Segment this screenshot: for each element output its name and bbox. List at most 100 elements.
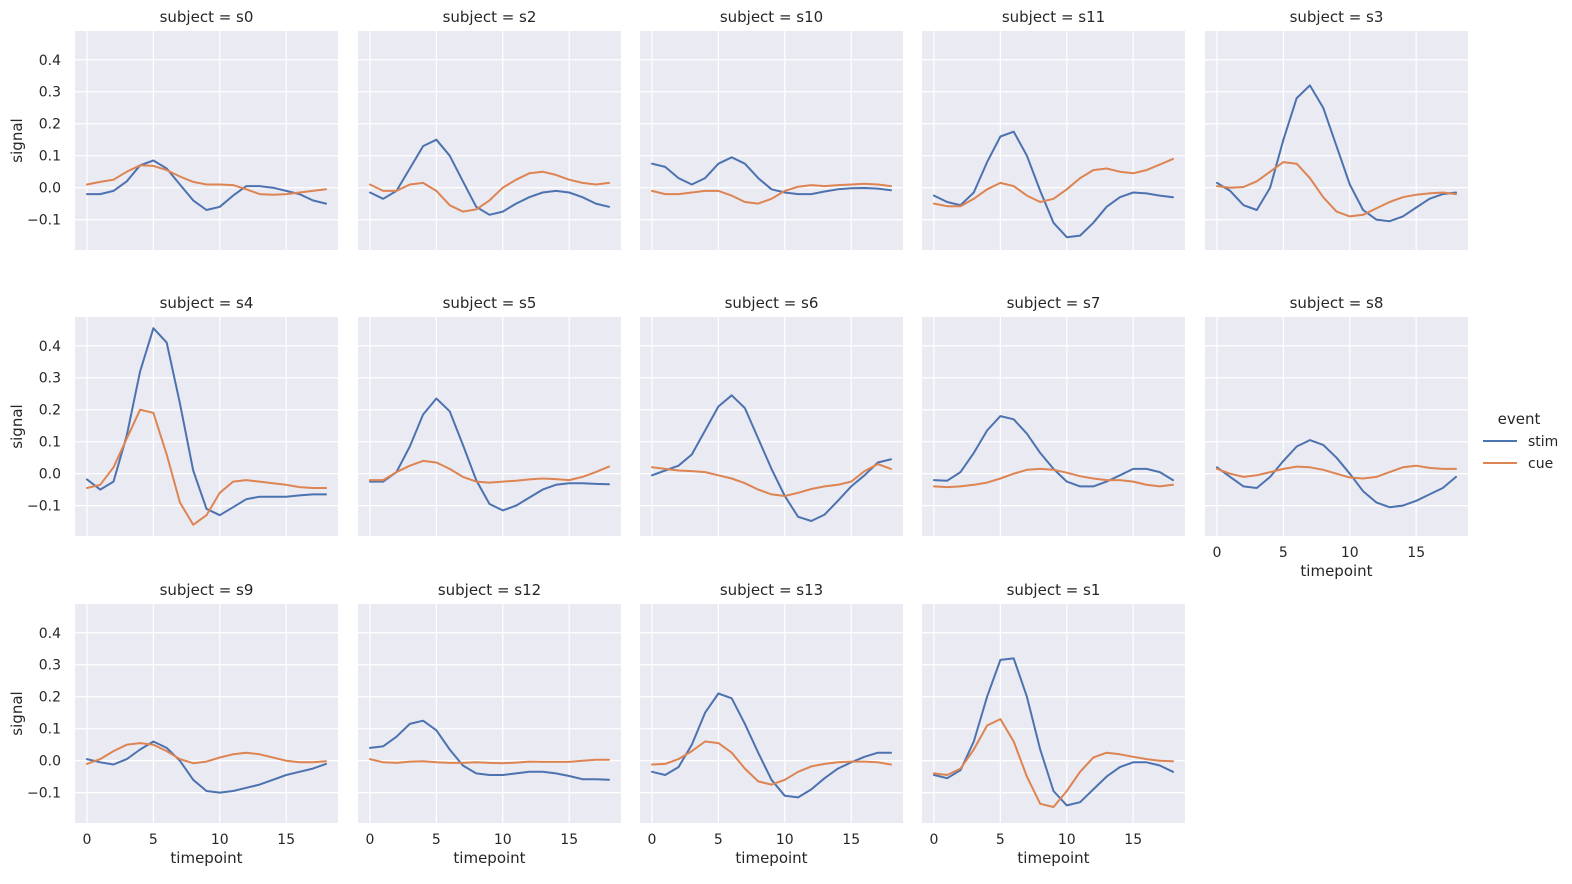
facet-title: subject = s10 — [720, 8, 823, 26]
x-axis-label: timepoint — [1300, 562, 1372, 580]
facet-panel-13: subject = s13 0 5 10 15 timepoint — [640, 581, 903, 867]
y-tick-label: 0.2 — [39, 117, 61, 133]
y-tick-label: 0.1 — [39, 435, 61, 451]
x-tick-label: 15 — [842, 832, 860, 848]
x-tick-label: 10 — [494, 832, 512, 848]
series-line-stim — [86, 327, 327, 517]
series-line-stim — [1216, 439, 1457, 509]
x-tick-label: 15 — [277, 832, 295, 848]
facet-title: subject = s0 — [160, 8, 254, 26]
series-line-cue — [651, 740, 892, 786]
y-tick-label: 0.1 — [39, 149, 61, 165]
series-line-stim — [651, 156, 892, 196]
y-tick-label: −0.1 — [27, 499, 61, 515]
x-tick-label: 5 — [432, 832, 441, 848]
facet-title: subject = s4 — [160, 294, 254, 312]
series-line-stim — [369, 397, 610, 512]
x-tick-label: 0 — [1212, 545, 1221, 561]
facet-background — [358, 31, 621, 250]
y-tick-label: 0.3 — [39, 371, 61, 387]
y-tick-label: 0.1 — [39, 722, 61, 738]
facet-background — [75, 317, 338, 536]
facet-panel-14: subject = s1 0 5 10 15 timepoint — [922, 581, 1185, 867]
y-axis-label: signal — [8, 118, 26, 162]
facet-title: subject = s12 — [438, 581, 541, 599]
facet-background — [922, 31, 1185, 250]
x-tick-label: 0 — [929, 832, 938, 848]
facet-title: subject = s11 — [1002, 8, 1105, 26]
x-tick-label: 0 — [82, 832, 91, 848]
facet-title: subject = s13 — [720, 581, 823, 599]
series-line-stim — [86, 740, 327, 794]
x-tick-label: 15 — [1124, 832, 1142, 848]
facet-title: subject = s5 — [443, 294, 537, 312]
series-line-cue — [369, 758, 610, 765]
facet-panel-9: subject = s7 — [922, 294, 1185, 536]
y-tick-label: 0.2 — [39, 690, 61, 706]
x-axis-label: timepoint — [1017, 849, 1089, 867]
legend-label-cue: cue — [1528, 456, 1553, 472]
x-tick-label: 0 — [647, 832, 656, 848]
series-line-stim — [369, 719, 610, 781]
y-tick-label: −0.1 — [27, 786, 61, 802]
y-tick-label: 0.3 — [39, 658, 61, 674]
legend-label-stim: stim — [1528, 434, 1558, 450]
x-axis-label: timepoint — [170, 849, 242, 867]
y-tick-label: 0.2 — [39, 403, 61, 419]
facet-panel-12: subject = s12 0 5 10 15 timepoint — [358, 581, 621, 867]
facet-background — [640, 604, 903, 823]
series-line-stim — [933, 657, 1174, 807]
facet-title: subject = s9 — [160, 581, 254, 599]
facet-panel-7: subject = s5 — [358, 294, 621, 536]
series-line-stim — [933, 130, 1174, 239]
series-line-cue — [86, 742, 327, 765]
x-tick-label: 5 — [1279, 545, 1288, 561]
facet-panel-6: subject = s4 −0.1 0.0 0.1 0.2 0.3 0.4 signal — [8, 294, 338, 536]
facet-background — [358, 604, 621, 823]
x-axis-label: timepoint — [735, 849, 807, 867]
series-line-cue — [933, 157, 1174, 208]
y-tick-label: 0.4 — [39, 626, 61, 642]
series-line-cue — [369, 170, 610, 213]
series-line-cue — [651, 463, 892, 497]
facet-background — [1205, 31, 1468, 250]
facet-panel-10: subject = s8 0 5 10 15 timepoint — [1205, 294, 1468, 580]
y-axis-label: signal — [8, 691, 26, 735]
y-tick-label: 0.0 — [39, 467, 61, 483]
facet-background — [922, 604, 1185, 823]
facet-panel-8: subject = s6 — [640, 294, 903, 536]
x-tick-label: 10 — [776, 832, 794, 848]
facet-title: subject = s6 — [725, 294, 819, 312]
y-axis-label: signal — [8, 404, 26, 448]
facet-panel-5: subject = s3 — [1205, 8, 1468, 250]
facet-background — [640, 31, 903, 250]
series-line-cue — [933, 718, 1174, 808]
x-tick-label: 10 — [211, 832, 229, 848]
series-line-stim — [651, 394, 892, 522]
facet-panel-4: subject = s11 — [922, 8, 1185, 250]
facet-title: subject = s3 — [1290, 8, 1384, 26]
series-line-stim — [369, 138, 610, 216]
series-line-stim — [1216, 84, 1457, 223]
facet-panel-3: subject = s10 — [640, 8, 903, 250]
y-tick-label: 0.4 — [39, 339, 61, 355]
x-tick-label: 15 — [1407, 545, 1425, 561]
legend-title: event — [1498, 410, 1541, 428]
facet-background — [1205, 317, 1468, 536]
facet-panel-1: subject = s0 −0.1 0.0 0.1 0.2 0.3 0.4 signal — [8, 8, 338, 250]
legend: event stim cue — [1483, 410, 1558, 472]
x-axis-label: timepoint — [453, 849, 525, 867]
facet-title: subject = s7 — [1007, 294, 1101, 312]
y-tick-label: 0.4 — [39, 53, 61, 69]
facet-background — [75, 604, 338, 823]
series-line-cue — [369, 459, 610, 484]
series-line-cue — [933, 467, 1174, 489]
facet-panel-11: subject = s9 −0.1 0.0 0.1 0.2 0.3 0.4 signal 0 5 1… — [8, 581, 338, 867]
series-line-cue — [651, 182, 892, 205]
facet-background — [358, 317, 621, 536]
series-line-stim — [86, 159, 327, 211]
x-tick-label: 5 — [714, 832, 723, 848]
facet-title: subject = s8 — [1290, 294, 1384, 312]
facet-title: subject = s2 — [443, 8, 537, 26]
